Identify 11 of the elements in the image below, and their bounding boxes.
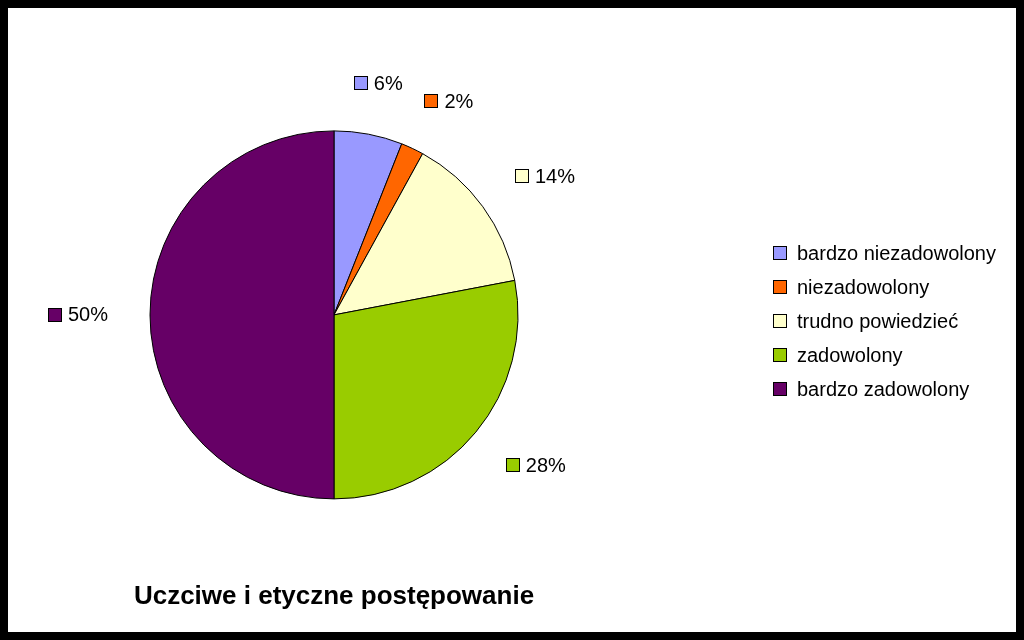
data-label: 28% [525, 453, 567, 476]
data-label: 14% [534, 164, 576, 187]
text: Uczciwe i etyczne postępowanie [133, 579, 535, 610]
data-label: 50% [67, 303, 109, 326]
data-label: 6% [373, 71, 403, 94]
data-label: 2% [444, 89, 474, 112]
legend-label: niezadowolony [796, 275, 930, 299]
legend-label: zadowolony [796, 343, 903, 367]
legend-label: bardzo zadowolony [796, 377, 970, 401]
legend-label: trudno powiedzieć [796, 309, 959, 333]
legend-label: bardzo niezadowolony [796, 241, 996, 265]
